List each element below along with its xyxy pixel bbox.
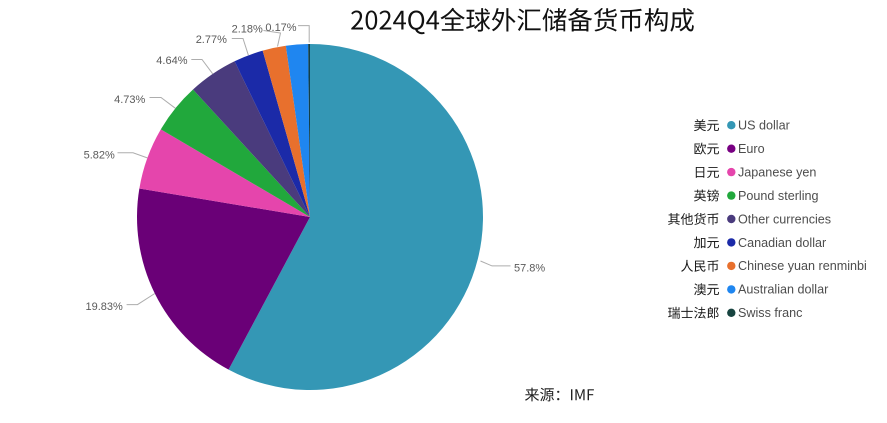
svg-text:Other currencies: Other currencies <box>738 212 831 226</box>
svg-text:19.83%: 19.83% <box>85 301 123 313</box>
svg-text:Euro: Euro <box>738 142 765 156</box>
svg-text:Australian dollar: Australian dollar <box>738 283 828 297</box>
svg-text:0.17%: 0.17% <box>265 22 296 34</box>
svg-text:4.73%: 4.73% <box>114 94 145 106</box>
svg-text:2.18%: 2.18% <box>232 23 263 35</box>
svg-text:5.82%: 5.82% <box>84 150 115 162</box>
svg-text:4.64%: 4.64% <box>156 55 187 67</box>
svg-text:US dollar: US dollar <box>738 119 790 133</box>
svg-text:57.8%: 57.8% <box>514 262 545 274</box>
svg-text:Pound sterling: Pound sterling <box>738 189 819 203</box>
svg-text:Japanese yen: Japanese yen <box>738 165 816 179</box>
svg-text:Canadian dollar: Canadian dollar <box>738 236 826 250</box>
svg-text:Swiss franc: Swiss franc <box>738 306 802 320</box>
svg-text:2.77%: 2.77% <box>196 34 227 46</box>
svg-text:Chinese yuan renminbi: Chinese yuan renminbi <box>738 259 867 273</box>
